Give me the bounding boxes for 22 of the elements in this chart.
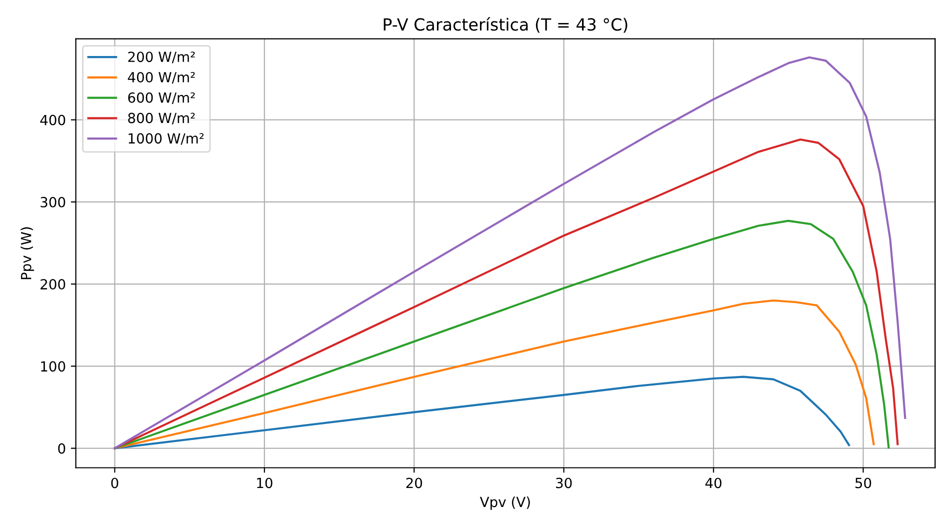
x-tick-label: 50: [855, 478, 872, 488]
chart-title: P-V Característica (T = 43 °C): [384, 17, 628, 33]
line-series: [114, 376, 850, 450]
x-tick-label: 10: [257, 478, 272, 488]
x-axis-title: Vpv (V): [480, 496, 530, 510]
legend-label: 400 W/m²: [128, 72, 195, 84]
x-tick-label: 40: [705, 478, 722, 488]
x-tick-label: 0: [111, 478, 118, 488]
y-axis-title: Ppv (W): [20, 227, 34, 280]
legend-label: 1000 W/m²: [128, 133, 204, 145]
legend-label: 200 W/m²: [128, 52, 195, 64]
y-tick-label: 200: [40, 279, 66, 290]
x-tick-label: 20: [406, 478, 422, 488]
y-tick-label: 300: [40, 196, 66, 208]
legend-label: 600 W/m²: [128, 92, 195, 104]
y-tick-label: 400: [40, 114, 66, 126]
y-tick-label: 0: [58, 443, 66, 454]
line-series: [114, 220, 890, 450]
x-tick-label: 30: [556, 478, 572, 488]
y-tick-label: 100: [41, 361, 66, 372]
line-series: [114, 299, 875, 450]
legend-label: 800 W/m²: [128, 112, 195, 124]
